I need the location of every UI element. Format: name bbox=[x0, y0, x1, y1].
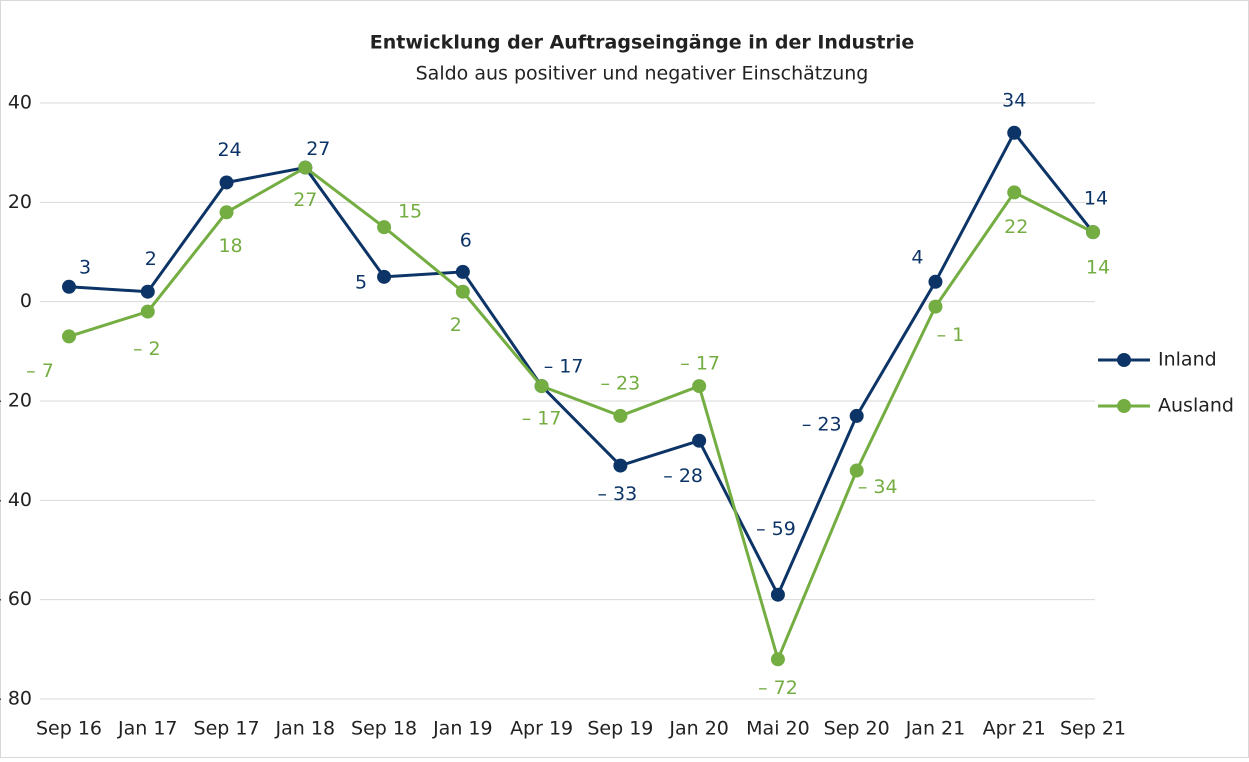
legend-label: Ausland bbox=[1158, 395, 1234, 417]
data-label: 2 bbox=[450, 314, 462, 336]
data-point bbox=[613, 408, 628, 423]
data-label: 5 bbox=[355, 271, 367, 293]
data-point bbox=[770, 587, 785, 602]
data-point bbox=[219, 205, 234, 220]
data-label: 3 bbox=[79, 256, 91, 278]
y-tick-label: - 20 bbox=[0, 390, 32, 412]
data-label: 18 bbox=[218, 235, 242, 257]
data-label: 24 bbox=[217, 139, 241, 161]
y-tick-label: - 40 bbox=[0, 489, 32, 511]
x-tick-label: Sep 19 bbox=[587, 718, 653, 740]
data-label: – 28 bbox=[663, 465, 703, 487]
data-label: – 1 bbox=[937, 324, 965, 346]
data-label: 14 bbox=[1086, 257, 1110, 279]
x-tick-label: Sep 18 bbox=[351, 718, 417, 740]
data-point bbox=[62, 329, 76, 344]
data-point bbox=[219, 175, 234, 190]
data-point bbox=[298, 160, 313, 175]
legend-marker bbox=[1117, 399, 1131, 413]
x-tick-label: Sep 20 bbox=[824, 718, 890, 740]
y-tick-label: 40 bbox=[8, 92, 32, 114]
data-label: – 33 bbox=[598, 483, 638, 505]
data-label: – 2 bbox=[133, 338, 161, 360]
data-point bbox=[692, 379, 707, 394]
legend-marker bbox=[1117, 353, 1131, 367]
x-tick-label: Sep 17 bbox=[194, 718, 260, 740]
data-point bbox=[62, 279, 76, 294]
data-label: 34 bbox=[1002, 89, 1026, 111]
data-point bbox=[377, 220, 392, 235]
data-point bbox=[849, 463, 864, 478]
y-tick-label: 20 bbox=[8, 191, 32, 213]
x-tick-label: Sep 21 bbox=[1060, 718, 1126, 740]
x-tick-label: Apr 21 bbox=[983, 718, 1046, 740]
data-point bbox=[140, 284, 155, 299]
data-label: – 23 bbox=[601, 372, 641, 394]
data-label: 14 bbox=[1084, 188, 1108, 210]
data-label: 2 bbox=[145, 248, 157, 270]
data-point bbox=[534, 379, 549, 394]
data-label: 6 bbox=[460, 229, 472, 251]
data-point bbox=[692, 433, 707, 448]
data-label: – 34 bbox=[858, 476, 898, 498]
x-tick-label: Sep 16 bbox=[36, 718, 102, 740]
y-tick-label: 0 bbox=[20, 290, 32, 312]
data-point bbox=[849, 408, 864, 423]
chart-subtitle: Saldo aus positiver und negativer Einsch… bbox=[416, 63, 869, 85]
x-tick-label: Mai 20 bbox=[746, 718, 810, 740]
data-label: – 72 bbox=[758, 677, 798, 699]
series-line bbox=[68, 130, 1095, 599]
data-point bbox=[770, 652, 785, 667]
y-tick-label: - 60 bbox=[0, 588, 32, 610]
data-label: 22 bbox=[1004, 216, 1028, 238]
data-label: 27 bbox=[306, 138, 330, 160]
x-tick-label: Jan 19 bbox=[432, 718, 493, 740]
x-tick-label: Apr 19 bbox=[510, 718, 573, 740]
data-point bbox=[140, 304, 155, 319]
data-label: – 17 bbox=[544, 356, 584, 378]
x-tick-label: Jan 20 bbox=[668, 718, 729, 740]
data-point bbox=[928, 274, 943, 289]
data-label: – 17 bbox=[522, 408, 562, 430]
data-label: – 23 bbox=[802, 413, 842, 435]
data-point bbox=[1007, 185, 1022, 200]
data-label: 27 bbox=[293, 189, 317, 211]
data-label: – 59 bbox=[756, 518, 796, 540]
data-point bbox=[613, 458, 628, 473]
data-point bbox=[1007, 125, 1022, 140]
legend-label: Inland bbox=[1158, 349, 1217, 371]
data-point bbox=[455, 264, 470, 279]
data-point bbox=[455, 284, 470, 299]
x-tick-label: Jan 17 bbox=[117, 718, 178, 740]
data-point bbox=[1086, 225, 1100, 240]
data-label: 4 bbox=[911, 246, 923, 268]
data-label: – 17 bbox=[680, 353, 720, 375]
data-label: – 7 bbox=[26, 360, 54, 382]
x-tick-label: Jan 18 bbox=[275, 718, 336, 740]
data-label: 15 bbox=[398, 201, 422, 223]
series-line bbox=[68, 165, 1094, 664]
y-tick-label: - 80 bbox=[0, 688, 32, 710]
x-tick-label: Jan 21 bbox=[905, 718, 966, 740]
data-point bbox=[377, 269, 392, 284]
chart-title: Entwicklung der Auftragseingänge in der … bbox=[370, 32, 914, 54]
data-point bbox=[928, 299, 943, 314]
